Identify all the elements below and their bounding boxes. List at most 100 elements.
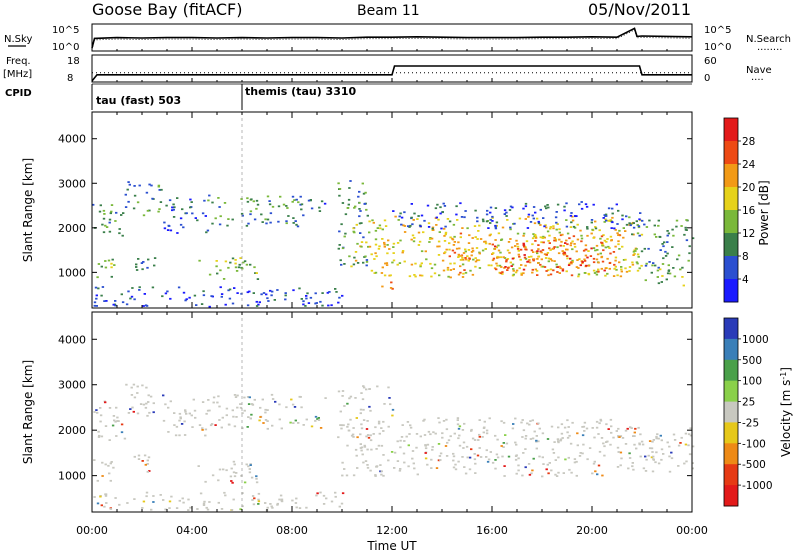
scatter-cell [416, 473, 419, 476]
scatter-cell [349, 180, 352, 182]
scatter-cell [456, 423, 460, 426]
scatter-cell [446, 218, 450, 220]
scatter-cell [202, 294, 206, 297]
scatter-cell [116, 420, 119, 422]
scatter-cell [444, 233, 447, 236]
scatter-cell [403, 211, 406, 214]
scatter-cell [396, 242, 400, 244]
scatter-cell [337, 390, 341, 393]
scatter-cell [572, 225, 576, 228]
scatter-cell [293, 199, 296, 201]
scatter-cell [264, 411, 267, 414]
scatter-cell [536, 250, 539, 252]
scatter-cell [541, 249, 545, 251]
scatter-cell [557, 471, 560, 474]
scatter-cell [202, 502, 206, 505]
scatter-cell [684, 228, 688, 231]
scatter-cell [672, 234, 675, 237]
scatter-cell [179, 417, 182, 420]
scatter-cell [640, 233, 644, 236]
scatter-cell [328, 291, 331, 293]
scatter-cell [254, 272, 257, 274]
scatter-cell [133, 298, 136, 301]
scatter-cell [528, 473, 532, 476]
scatter-cell [184, 409, 187, 412]
scatter-cell [300, 298, 303, 300]
scatter-cell [491, 220, 494, 222]
scatter-cell [537, 262, 540, 264]
scatter-cell [362, 261, 365, 264]
scatter-cell [457, 253, 460, 256]
scatter-cell [377, 247, 381, 250]
scatter-cell [526, 227, 530, 229]
scatter-cell [638, 218, 641, 221]
scatter-cell [196, 508, 199, 510]
scatter-cell [321, 292, 324, 294]
scatter-cell [522, 234, 525, 237]
scatter-cell [179, 217, 183, 220]
scatter-cell [380, 272, 384, 274]
scatter-cell [437, 443, 441, 445]
scatter-cell [271, 424, 274, 427]
scatter-cell [224, 303, 227, 306]
scatter-cell [491, 217, 494, 219]
scatter-cell [152, 495, 155, 497]
scatter-cell [505, 259, 508, 261]
scatter-cell [570, 471, 573, 474]
scatter-cell [424, 444, 427, 447]
scatter-cell [380, 444, 384, 447]
freq-tick-bottom: 8 [67, 73, 73, 84]
scatter-cell [628, 216, 631, 219]
scatter-cell [113, 419, 116, 422]
scatter-cell [628, 222, 631, 225]
scatter-cell [553, 239, 556, 242]
scatter-cell [236, 394, 239, 397]
scatter-cell [349, 418, 352, 421]
scatter-cell [460, 216, 464, 218]
scatter-cell [233, 463, 236, 466]
scatter-cell [502, 446, 505, 448]
scatter-cell [95, 409, 98, 411]
scatter-cell [596, 473, 599, 476]
scatter-cell [554, 216, 558, 219]
scatter-cell [398, 469, 402, 472]
scatter-cell [552, 269, 555, 272]
scatter-cell [501, 271, 504, 273]
scatter-cell [340, 502, 344, 505]
scatter-cell [362, 461, 365, 464]
scatter-cell [346, 425, 349, 428]
scatter-cell [509, 228, 512, 231]
scatter-cell [657, 224, 660, 227]
scatter-cell [520, 274, 523, 276]
scatter-cell [500, 420, 503, 423]
scatter-cell [362, 385, 365, 387]
scatter-cell [497, 249, 501, 252]
freq-tick-top: 18 [67, 56, 80, 67]
scatter-cell [294, 220, 297, 222]
scatter-cell [541, 432, 545, 435]
scatter-cell [253, 497, 256, 500]
colorbar-swatch [724, 164, 738, 188]
scatter-cell [110, 461, 113, 463]
scatter-cell [227, 423, 231, 426]
scatter-cell [464, 250, 467, 253]
scatter-cell [621, 245, 624, 248]
scatter-cell [611, 207, 614, 210]
colorbar-tick-label: 25 [742, 397, 755, 409]
scatter-cell [234, 259, 237, 261]
scatter-cell [503, 209, 507, 212]
scatter-cell [619, 464, 622, 467]
scatter-cell [339, 424, 342, 426]
scatter-cell [486, 460, 490, 463]
scatter-cell [593, 436, 596, 439]
scatter-cell [120, 293, 123, 296]
scatter-cell [314, 420, 317, 422]
scatter-cell [144, 463, 147, 466]
scatter-cell [142, 214, 146, 217]
colorbar-tick-label: 16 [742, 205, 756, 217]
scatter-cell [689, 427, 692, 430]
scatter-cell [542, 265, 545, 268]
scatter-cell [521, 436, 524, 438]
scatter-cell [189, 198, 192, 201]
scatter-cell [684, 432, 688, 435]
